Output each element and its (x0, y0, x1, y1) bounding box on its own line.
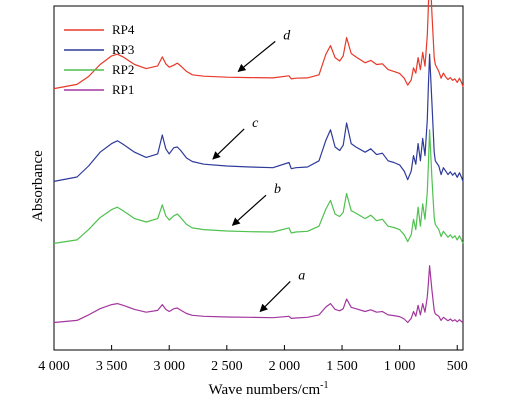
y-axis-title: Absorbance (30, 150, 46, 222)
annotation-arrow-a (259, 281, 291, 313)
annotation-arrow-d (237, 40, 276, 73)
annotation-label-d: d (283, 28, 291, 43)
annotation-arrow-c (212, 128, 245, 160)
x-tick-label: 500 (447, 359, 468, 374)
x-tick-label: 1 000 (384, 359, 416, 374)
x-tick-label: 1 500 (326, 359, 358, 374)
plot-frame (53, 5, 464, 351)
x-tick-label: 2 000 (269, 359, 301, 374)
x-tick-label: 2 500 (211, 359, 243, 374)
legend-label-rp4: RP4 (112, 22, 135, 37)
annotation-label-b: b (274, 182, 281, 197)
annotation-arrow-b (231, 194, 267, 226)
annotation-label-c: c (252, 116, 259, 131)
annotation-label-a: a (298, 268, 305, 283)
x-axis-title: Wave numbers/cm-1 (208, 380, 328, 398)
series-line-rp2 (53, 129, 464, 244)
x-tick-label: 3 500 (96, 359, 128, 374)
series-line-rp3 (53, 53, 464, 182)
x-tick-label: 3 000 (153, 359, 185, 374)
legend-label-rp2: RP2 (112, 62, 134, 77)
series-line-rp4 (53, 0, 464, 90)
legend-label-rp3: RP3 (112, 42, 134, 57)
x-tick-label: 4 000 (38, 359, 70, 374)
series-line-rp1 (53, 265, 464, 324)
legend-label-rp1: RP1 (112, 82, 134, 97)
